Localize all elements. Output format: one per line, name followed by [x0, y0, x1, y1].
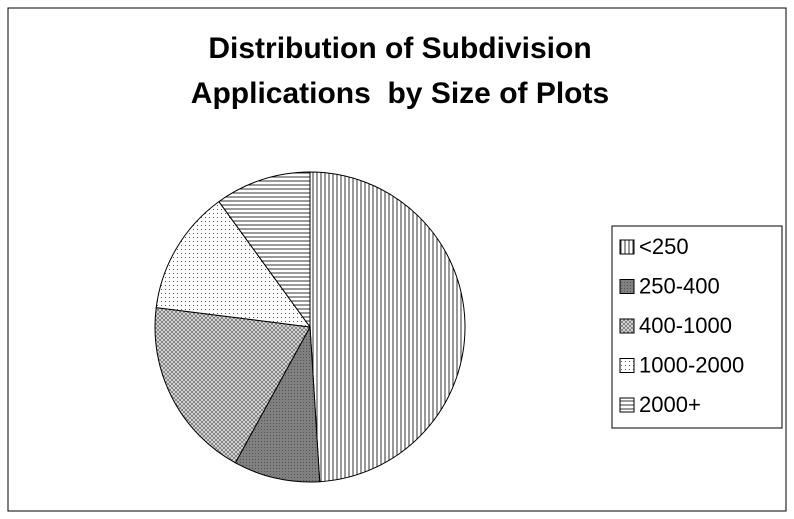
- legend-swatch: [619, 239, 635, 255]
- legend-swatch: [619, 279, 635, 294]
- legend-label: <250: [639, 234, 689, 259]
- pie-slice: [154, 307, 311, 464]
- legend-label: 2000+: [639, 392, 701, 417]
- chart-title: Distribution of Subdivision: [208, 32, 591, 65]
- chart-title: Applications by Size of Plots: [191, 77, 609, 110]
- legend-label: 250-400: [639, 273, 720, 298]
- legend-label: 400-1000: [639, 313, 732, 338]
- pie-slice: [155, 200, 312, 328]
- pie-slice: [309, 171, 466, 483]
- pie-slice: [218, 171, 311, 329]
- legend-swatch: [619, 397, 635, 413]
- pie-slice: [234, 325, 321, 483]
- legend-box: [611, 225, 783, 429]
- legend-swatch: [619, 358, 635, 373]
- legend-swatch: [619, 318, 635, 334]
- legend-label: 1000-2000: [639, 352, 744, 377]
